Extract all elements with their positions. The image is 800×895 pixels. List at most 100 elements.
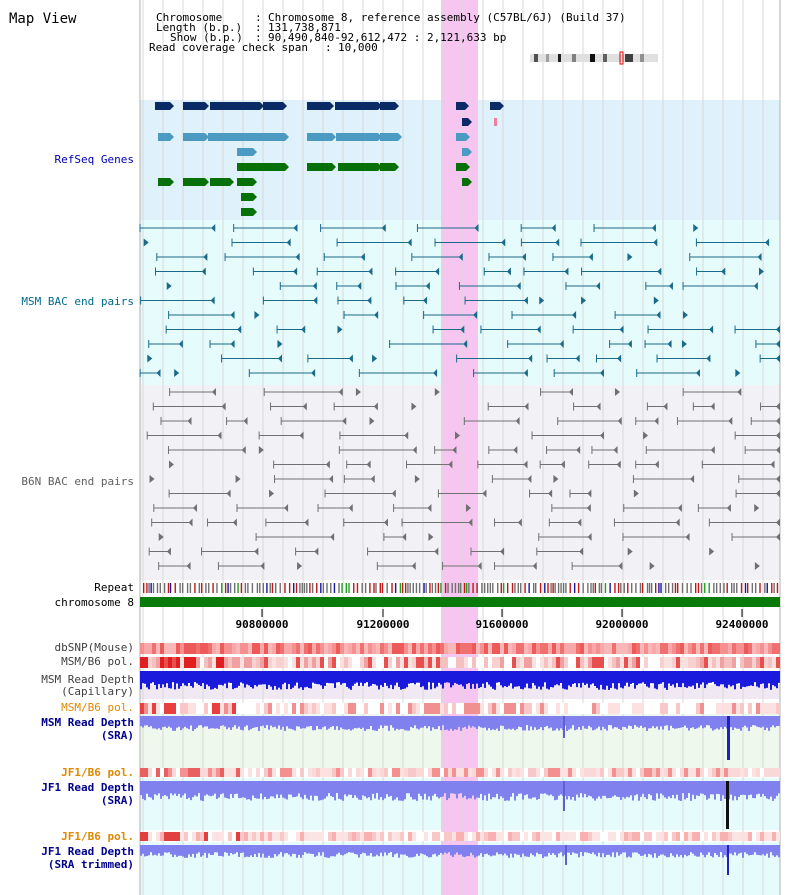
- msm-pol2-cell: [644, 703, 648, 714]
- msm-pol2-cell: [412, 703, 416, 714]
- jf1-pol2-cell: [704, 832, 708, 841]
- jf1-pol-cell: [240, 768, 244, 777]
- msm-sra-depth-bar: [320, 716, 322, 730]
- msm-cap-depth-bar: [528, 671, 530, 689]
- msm-cap-depth-bar: [192, 671, 194, 688]
- msm-sra-depth-bar: [354, 716, 356, 728]
- msm-cap-depth-bar: [264, 671, 266, 685]
- msm-cap-depth-bar: [296, 671, 298, 683]
- msm-cap-depth-bar: [508, 671, 510, 686]
- jf1-pol2-hot: [164, 832, 168, 841]
- b6n-bac-end-arrow: [737, 388, 742, 396]
- jf1-trim-depth-bar: [700, 845, 702, 853]
- jf1-trim-depth-bar: [512, 845, 514, 858]
- msm-cap-depth-bar: [582, 671, 584, 683]
- jf1-pol2-cell: [676, 832, 680, 841]
- msm-pol-cell: [704, 657, 708, 668]
- msm-sra-depth-bar: [208, 716, 210, 729]
- msm-cap-depth-bar: [438, 671, 440, 683]
- jf1-pol2-cell: [216, 832, 220, 841]
- dbsnp-cell: [228, 643, 232, 654]
- repeat-element: [594, 583, 597, 593]
- jf1-pol2-cell: [208, 832, 212, 841]
- msm-bac-end-arrow: [423, 296, 428, 305]
- msm-cap-depth-bar: [710, 671, 712, 683]
- msm-pol-cell: [356, 657, 360, 668]
- jf1-pol2-cell: [372, 832, 376, 841]
- msm-cap-depth-bar: [354, 671, 356, 684]
- msm-cap-depth-bar: [564, 671, 566, 690]
- jf1-pol-cell: [472, 768, 476, 777]
- msm-cap-depth-bar: [464, 671, 466, 689]
- msm-pol2-cell: [732, 703, 736, 714]
- jf1-trim-depth-bar: [640, 845, 642, 856]
- track-label-msm-cap-2: (Capillary): [61, 685, 134, 698]
- msm-pol2-cell: [336, 703, 340, 714]
- jf1-pol-hot: [220, 768, 224, 777]
- jf1-trim-depth-bar: [662, 845, 664, 855]
- dbsnp-cell: [720, 643, 724, 654]
- jf1-sra-depth-bar: [604, 781, 606, 796]
- jf1-trim-depth-bar: [144, 845, 146, 857]
- jf1-sra-depth-bar: [174, 781, 176, 794]
- jf1-sra-depth-bar: [730, 781, 732, 795]
- jf1-trim-depth-bar: [544, 845, 546, 857]
- msm-cap-depth-bar: [194, 671, 196, 683]
- msm-cap-depth-bar: [556, 671, 558, 685]
- msm-pol2-cell: [264, 703, 268, 714]
- jf1-sra-depth-bar: [606, 781, 608, 799]
- repeat-element: [434, 583, 437, 593]
- jf1-trim-depth-bar: [506, 845, 508, 856]
- msm-bac-end-arrow: [357, 282, 362, 290]
- msm-pol-hot: [184, 657, 188, 668]
- repeat-element: [163, 583, 166, 593]
- msm-pol2-cell: [676, 703, 680, 714]
- msm-sra-depth-bar: [338, 716, 340, 731]
- msm-cap-depth-bar: [268, 671, 270, 685]
- info-value-chromosome: Chromosome 8, reference assembly (C57BL/…: [268, 11, 626, 24]
- msm-cap-depth-bar: [140, 671, 142, 690]
- jf1-trim-depth-bar: [442, 845, 444, 855]
- b6n-bac-end-arrow: [600, 431, 605, 440]
- jf1-sra-depth-bar: [666, 781, 668, 799]
- jf1-trim-depth-bar: [558, 845, 560, 854]
- msm-sra-depth-bar: [526, 716, 528, 726]
- jf1-pol-cell: [444, 768, 448, 777]
- jf1-pol2-cell: [640, 832, 644, 841]
- msm-cap-depth-bar: [474, 671, 476, 689]
- msm-cap-depth-bar: [498, 671, 500, 683]
- msm-sra-depth-bar: [590, 716, 592, 728]
- b6n-bac-end-arrow: [654, 460, 659, 469]
- msm-pol2-cell: [372, 703, 376, 714]
- jf1-pol2-cell: [356, 832, 360, 841]
- msm-pol-cell: [348, 657, 352, 668]
- dbsnp-cell: [188, 643, 192, 654]
- msm-bac-end-arrow: [360, 253, 365, 261]
- jf1-pol2-cell: [768, 832, 772, 841]
- msm-pol2-cell: [392, 703, 396, 714]
- msm-sra-depth-bar: [570, 716, 572, 729]
- msm-bac-single-end: [277, 340, 283, 348]
- repeat-element: [364, 583, 367, 593]
- jf1-sra-depth-bar: [610, 781, 612, 798]
- jf1-pol-hot: [164, 768, 168, 777]
- msm-sra-depth-bar: [410, 716, 412, 727]
- msm-sra-depth-bar: [298, 716, 300, 727]
- jf1-trim-depth-bar: [642, 845, 644, 856]
- msm-sra-depth-bar: [670, 716, 672, 726]
- jf1-pol-cell: [152, 768, 156, 777]
- jf1-trim-depth-bar: [688, 845, 690, 856]
- msm-sra-depth-bar: [606, 716, 608, 731]
- jf1-sra-depth-bar: [358, 781, 360, 800]
- jf1-pol-cell: [400, 768, 404, 777]
- jf1-trim-depth-bar: [388, 845, 390, 853]
- msm-cap-depth-bar: [600, 671, 602, 685]
- jf1-trim-depth-bar: [400, 845, 402, 855]
- msm-pol2-cell: [484, 703, 488, 714]
- msm-cap-depth-bar: [370, 671, 372, 686]
- msm-cap-depth-bar: [230, 671, 232, 683]
- msm-cap-depth-bar: [338, 671, 340, 683]
- b6n-bac-end-arrow: [726, 504, 731, 512]
- jf1-pol2-cell: [520, 832, 524, 841]
